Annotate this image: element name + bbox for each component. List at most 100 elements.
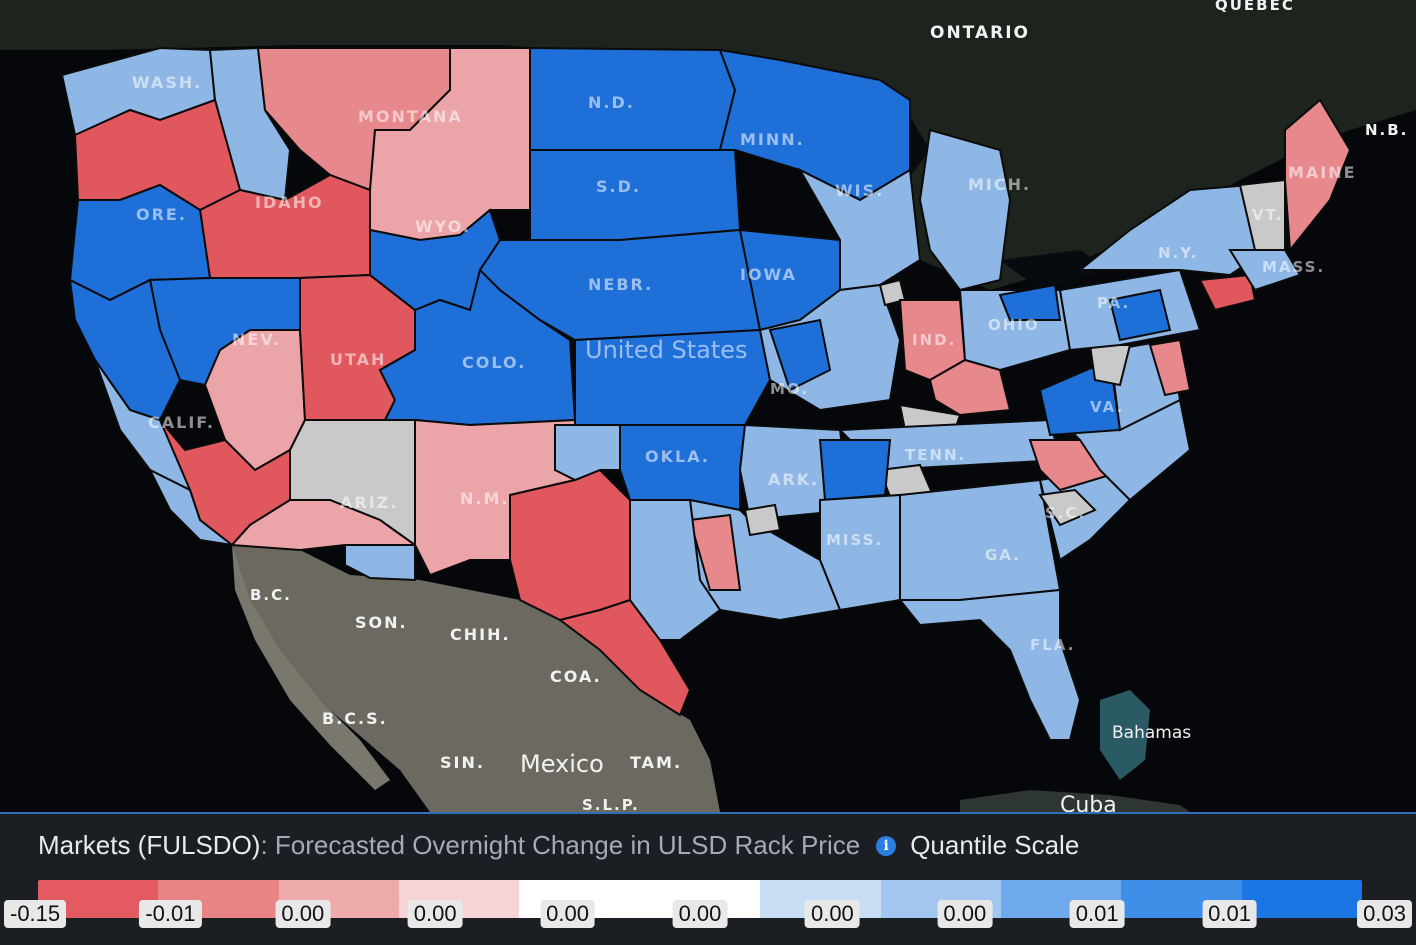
label-son: SON. — [355, 613, 408, 632]
scale-tick-label: 0.00 — [540, 900, 596, 928]
layer-name: Markets (FULSDO) — [38, 830, 261, 860]
scale-tick-label: 0.01 — [1069, 900, 1125, 928]
label-bcs: B.C.S. — [322, 709, 388, 728]
region-tx-gray[interactable] — [743, 503, 782, 537]
label-utah: UTAH — [330, 350, 386, 369]
label-calif: CALIF. — [148, 413, 215, 432]
label-ariz: ARIZ. — [340, 493, 398, 512]
label-maine: MAINE — [1288, 163, 1357, 182]
baja-peninsula — [232, 545, 390, 790]
label-ontario: ONTARIO — [930, 23, 1030, 43]
label-bahamas: Bahamas — [1112, 723, 1191, 743]
label-mich: MICH. — [968, 175, 1031, 194]
label-mexico: Mexico — [520, 750, 604, 778]
label-montana: MONTANA — [358, 107, 463, 126]
map-canvas[interactable]: ONTARIO QUEBEC N.B. MAINE WASH. MONTANA … — [0, 0, 1416, 812]
label-mass: MASS. — [1262, 258, 1325, 276]
region-oh-blue[interactable] — [998, 283, 1062, 321]
region-ms[interactable] — [819, 493, 901, 612]
label-colo: COLO. — [462, 353, 526, 372]
region-tx-west[interactable] — [509, 468, 631, 622]
label-miss: MISS. — [826, 531, 883, 549]
region-ma[interactable] — [1228, 249, 1302, 292]
label-sd: S.D. — [596, 177, 641, 196]
label-chih: CHIH. — [450, 625, 511, 644]
market-regions[interactable] — [60, 46, 1352, 741]
region-az-tucson[interactable] — [344, 544, 416, 582]
label-va: VA. — [1090, 398, 1124, 416]
region-maine[interactable] — [1284, 98, 1352, 253]
label-iowa: IOWA — [740, 265, 797, 284]
region-mi[interactable] — [918, 128, 1012, 292]
label-fla: FLA. — [1030, 636, 1075, 654]
scale-tick-label: 0.00 — [275, 900, 331, 928]
scale-tick-label: 0.00 — [804, 900, 860, 928]
region-tx-south[interactable] — [557, 598, 692, 717]
scale-tick-label: 0.03 — [1357, 900, 1412, 928]
label-wash: WASH. — [132, 73, 202, 92]
label-tenn: TENN. — [905, 446, 966, 464]
label-vt: VT. — [1252, 206, 1283, 224]
region-mo-blue[interactable] — [768, 318, 832, 392]
region-ar-blue[interactable] — [818, 439, 892, 502]
label-wyo: WYO. — [415, 217, 471, 236]
region-ca-north[interactable] — [68, 278, 182, 422]
label-pa: PA. — [1097, 294, 1130, 312]
scale-tick-label: -0.15 — [4, 900, 67, 928]
info-icon[interactable]: i — [876, 836, 897, 856]
label-nev: NEV. — [232, 330, 281, 349]
label-slp: S.L.P. — [582, 796, 640, 812]
label-sin: SIN. — [440, 753, 485, 772]
label-tam: TAM. — [630, 753, 682, 772]
mexico-land — [232, 545, 720, 812]
label-ore: ORE. — [136, 205, 187, 224]
region-nyc-red[interactable] — [1198, 273, 1257, 312]
label-bc: B.C. — [250, 586, 292, 604]
label-nebr: NEBR. — [588, 275, 653, 294]
label-minn: MINN. — [740, 130, 805, 149]
region-ks[interactable] — [574, 328, 772, 426]
legend-panel: Markets (FULSDO): Forecasted Overnight C… — [0, 812, 1416, 945]
region-tx-red-east[interactable] — [688, 513, 742, 591]
label-nd: N.D. — [588, 93, 635, 112]
region-ok[interactable] — [619, 424, 747, 512]
label-quebec: QUEBEC — [1215, 0, 1295, 14]
color-scale-labels: -0.15 -0.01 0.00 0.00 0.00 0.00 0.00 0.00 0.01 0.… — [0, 900, 1416, 930]
label-ga: GA. — [985, 546, 1021, 564]
label-ohio: OHIO — [988, 316, 1040, 334]
scale-tick-label: 0.01 — [1202, 900, 1258, 928]
label-ind: IND. — [912, 331, 956, 349]
scale-tick-label: 0.00 — [937, 900, 993, 928]
label-okla: OKLA. — [645, 447, 710, 466]
label-nm: N.M. — [460, 489, 509, 508]
label-cuba: Cuba — [1060, 793, 1117, 812]
scale-tick-label: 0.00 — [672, 900, 728, 928]
bahamas-shoals — [1100, 690, 1150, 780]
choropleth-map[interactable]: ONTARIO QUEBEC N.B. MAINE WASH. MONTANA … — [0, 0, 1416, 812]
label-idaho: IDAHO — [255, 193, 324, 212]
scale-type-label[interactable]: Quantile Scale — [910, 830, 1080, 860]
scale-tick-label: -0.01 — [139, 900, 202, 928]
label-us: United States — [585, 336, 748, 364]
scale-tick-label: 0.00 — [407, 900, 463, 928]
region-fl[interactable] — [897, 588, 1082, 741]
region-wi[interactable] — [797, 167, 922, 292]
label-ark: ARK. — [768, 470, 819, 489]
label-coa: COA. — [550, 667, 602, 686]
scale-segment — [1241, 880, 1362, 918]
legend-title-row: Markets (FULSDO): Forecasted Overnight C… — [38, 830, 1079, 861]
region-sc-gray[interactable] — [1038, 488, 1097, 527]
canada-land — [0, 0, 1416, 290]
region-md-red[interactable] — [1148, 338, 1192, 397]
region-ky-red[interactable] — [928, 358, 1012, 417]
layer-description: : Forecasted Overnight Change in ULSD Ra… — [260, 830, 861, 860]
place-labels: ONTARIO QUEBEC N.B. MAINE WASH. MONTANA … — [132, 0, 1408, 812]
region-al-ga[interactable] — [899, 478, 1062, 601]
label-nb: N.B. — [1365, 121, 1408, 139]
label-mo: MO. — [770, 380, 809, 398]
label-wis: WIS. — [835, 181, 884, 200]
label-ny: N.Y. — [1158, 244, 1198, 262]
region-tx-east[interactable] — [629, 499, 722, 641]
label-sc: S.C. — [1045, 504, 1086, 522]
region-pa-blue[interactable] — [1108, 288, 1172, 342]
